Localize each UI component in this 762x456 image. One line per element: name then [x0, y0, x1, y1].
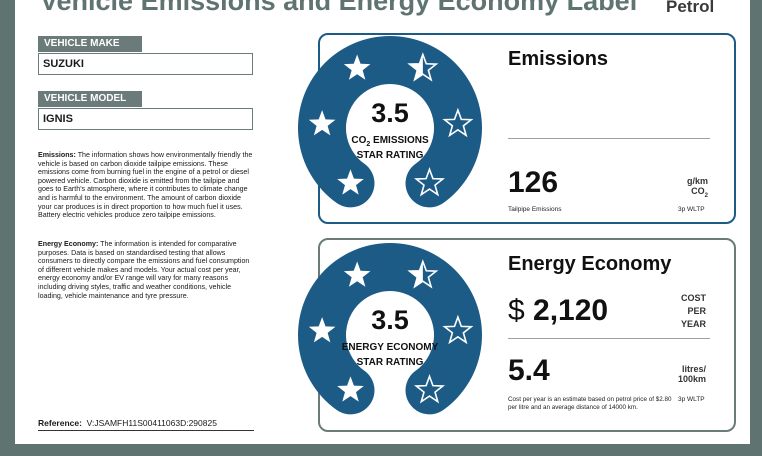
- emissions-footer-left: Tailpipe Emissions: [508, 206, 562, 213]
- fuel-type: Petrol: [666, 0, 715, 16]
- emissions-unit-co: CO: [691, 186, 705, 196]
- star-half-icon: [409, 261, 423, 287]
- consumption-unit: litres/ 100km: [660, 364, 706, 384]
- emissions-unit-sub: 2: [704, 192, 708, 199]
- emissions-unit-gkm: g/km: [686, 176, 708, 186]
- star-empty-icon: [442, 314, 474, 345]
- economy-info: Energy Economy: The information is inten…: [38, 240, 254, 300]
- economy-note: Cost per year is an estimate based on pe…: [508, 396, 672, 411]
- star-full-icon: [337, 169, 364, 195]
- emissions-star-rating: 3.5 CO2 EMISSIONS STAR RATING: [298, 36, 482, 208]
- economy-info-text: The information is intended for comparat…: [38, 240, 250, 300]
- star-full-icon: [308, 110, 336, 136]
- star-half-outline-icon: [407, 52, 439, 82]
- star-empty-icon: [442, 107, 474, 138]
- emissions-title: Emissions: [508, 48, 609, 70]
- reference-line: Reference: V:JSAMFH11S00411063D:290825: [38, 418, 254, 431]
- emissions-info-text: The information shows how environmentall…: [38, 151, 253, 220]
- vehicle-make-label: VEHICLE MAKE: [38, 36, 142, 52]
- cost-unit-line1: COST: [680, 293, 706, 303]
- cost-unit-line2: PER: [687, 306, 706, 316]
- reference-value: V:JSAMFH11S00411063D:290825: [86, 418, 217, 428]
- consumption-unit-line1: litres/: [681, 364, 706, 374]
- economy-footer-right: 3p WLTP: [678, 396, 705, 403]
- right-border: [750, 0, 762, 456]
- emissions-info-heading: Emissions:: [38, 151, 76, 159]
- emissions-footer-right: 3p WLTP: [678, 206, 705, 213]
- rating-caption: ENERGY ECONOMY: [342, 342, 439, 353]
- rating-ring: [298, 36, 482, 208]
- cost-unit-line3: YEAR: [680, 319, 706, 329]
- star-empty-icon: [413, 167, 446, 197]
- rating-value: 3.5: [371, 98, 409, 128]
- star-full-icon: [343, 54, 371, 80]
- reference-label: Reference:: [38, 418, 82, 428]
- vehicle-make-value: SUZUKI: [38, 53, 253, 75]
- economy-consumption: 5.4: [508, 354, 550, 387]
- rating-caption: STAR RATING: [357, 357, 424, 368]
- star-full-icon: [337, 376, 364, 402]
- star-half-icon: [409, 54, 423, 80]
- rating-center: [347, 292, 433, 378]
- consumption-unit-line2: 100km: [677, 374, 706, 384]
- rating-caption: CO2 EMISSIONS: [351, 135, 429, 148]
- vehicle-model-value: IGNIS: [38, 108, 253, 130]
- economy-info-heading: Energy Economy:: [38, 240, 99, 248]
- emissions-value: 126: [508, 166, 559, 199]
- star-half-outline-icon: [407, 259, 439, 289]
- bottom-border: [0, 444, 762, 456]
- rating-ring: [298, 243, 482, 415]
- left-border: [0, 0, 15, 456]
- emissions-unit: g/km CO2: [660, 176, 708, 201]
- economy-divider: [508, 338, 710, 339]
- star-empty-icon: [413, 374, 446, 404]
- economy-currency: $: [508, 294, 525, 327]
- economy-star-rating: 3.5 ENERGY ECONOMY STAR RATING: [298, 243, 482, 415]
- rating-value: 3.5: [371, 305, 409, 335]
- label-title: Vehicle Emissions and Energy Economy Lab…: [40, 0, 638, 16]
- star-full-icon: [343, 261, 371, 287]
- rating-caption: STAR RATING: [357, 150, 424, 161]
- emissions-divider: [508, 138, 710, 139]
- rating-center: [347, 85, 433, 171]
- star-full-icon: [308, 317, 336, 343]
- economy-cost: $ 2,120: [508, 294, 608, 328]
- emissions-unit-co2: CO2: [660, 186, 708, 201]
- economy-title: Energy Economy: [508, 253, 672, 275]
- economy-cost-value: 2,120: [533, 294, 609, 327]
- vehicle-model-label: VEHICLE MODEL: [38, 91, 142, 107]
- economy-cost-unit: COST PER YEAR: [660, 292, 706, 331]
- emissions-info: Emissions: The information shows how env…: [38, 151, 254, 220]
